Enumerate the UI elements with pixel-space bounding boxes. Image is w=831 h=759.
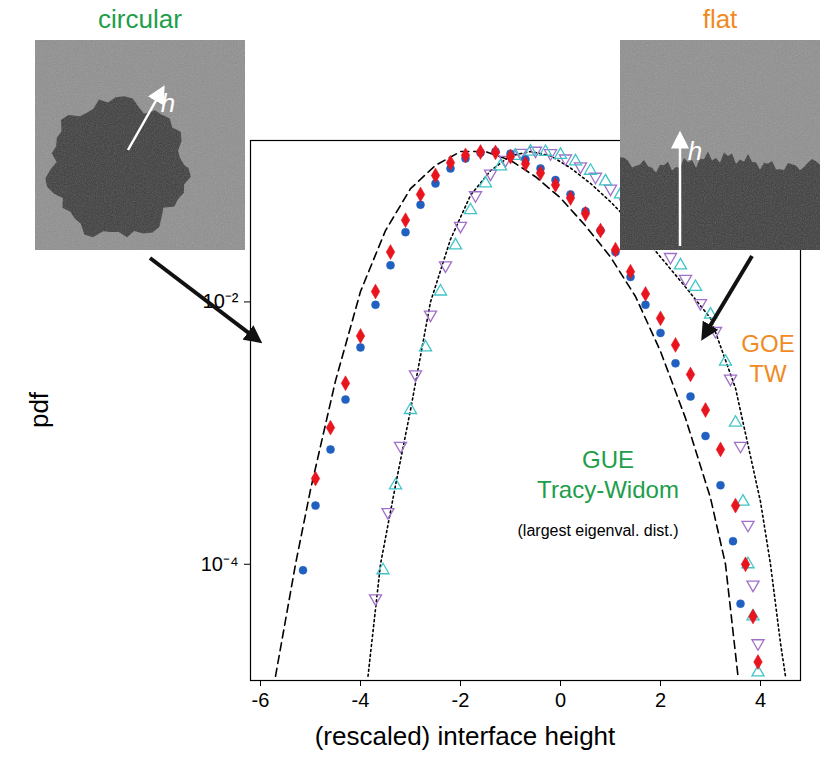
svg-text:pdf: pdf bbox=[24, 391, 54, 428]
svg-text:-2: -2 bbox=[452, 689, 470, 711]
svg-text:4: 4 bbox=[755, 689, 766, 711]
svg-text:(largest eigenval. dist.): (largest eigenval. dist.) bbox=[518, 522, 679, 539]
svg-text:circular: circular bbox=[98, 4, 182, 34]
svg-text:h: h bbox=[161, 88, 175, 118]
svg-text:-4: -4 bbox=[352, 689, 370, 711]
svg-text:flat: flat bbox=[703, 4, 738, 34]
svg-text:GUETracy-Widom: GUETracy-Widom bbox=[537, 446, 679, 503]
svg-text:0: 0 bbox=[555, 689, 566, 711]
svg-text:h: h bbox=[688, 136, 702, 166]
svg-text:(rescaled) interface height: (rescaled) interface height bbox=[315, 721, 616, 751]
svg-text:GOETW: GOETW bbox=[741, 330, 794, 387]
svg-text:2: 2 bbox=[655, 689, 666, 711]
svg-text:-6: -6 bbox=[252, 689, 270, 711]
svg-text:10⁻⁴: 10⁻⁴ bbox=[201, 553, 239, 575]
svg-text:10⁻²: 10⁻² bbox=[203, 290, 239, 312]
